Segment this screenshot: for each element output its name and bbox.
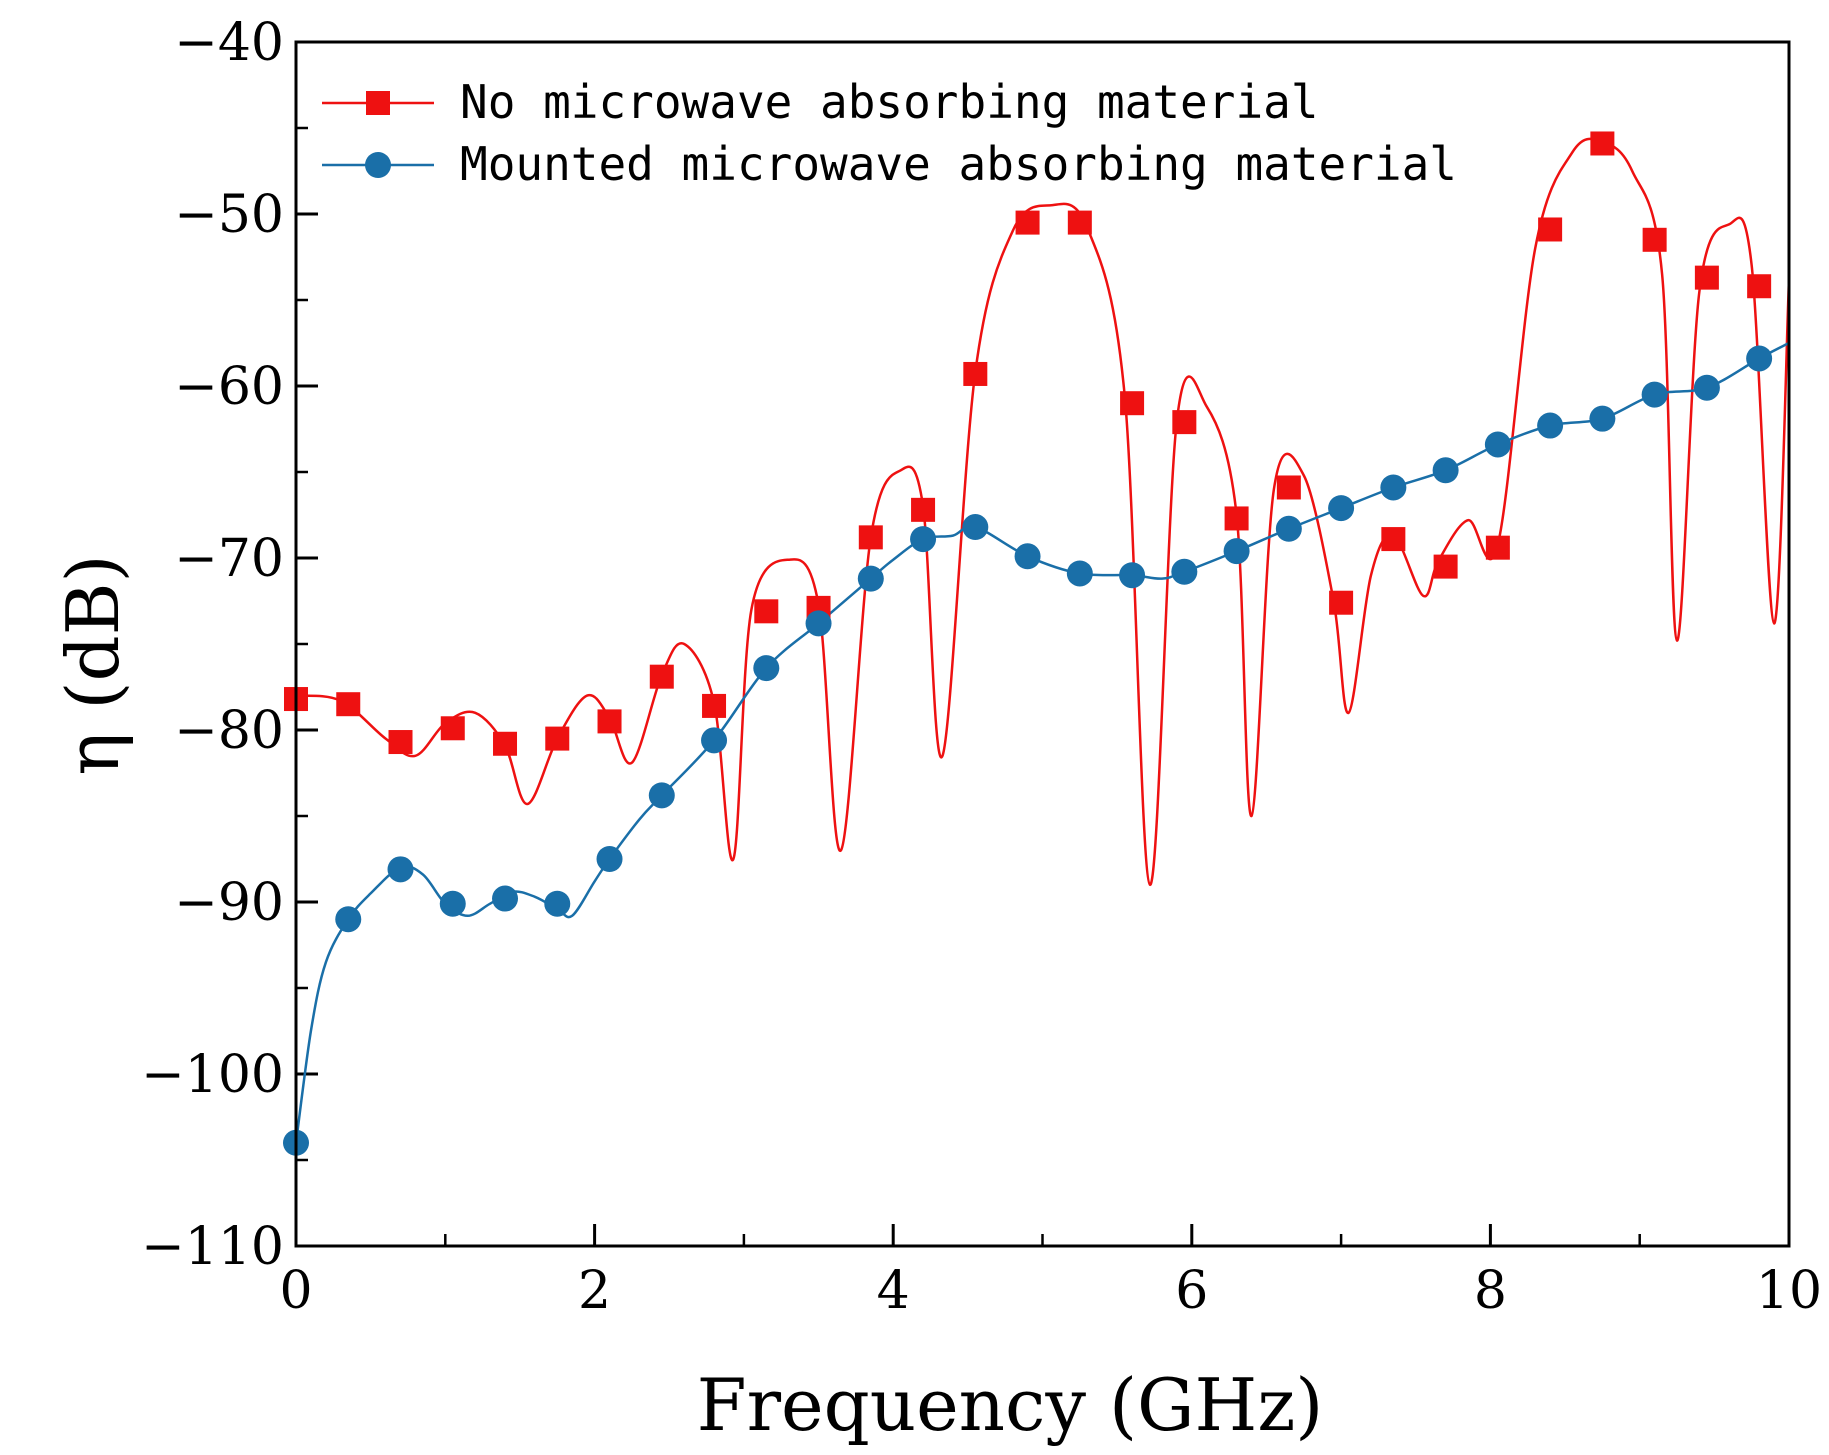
x-tick-label: 6 xyxy=(1175,1261,1208,1321)
data-point-no-absorber xyxy=(1590,131,1615,156)
data-point-mounted-absorber xyxy=(1328,495,1355,522)
data-point-mounted-absorber xyxy=(596,846,623,872)
legend-marker-blue xyxy=(365,152,391,178)
data-point-no-absorber xyxy=(1538,217,1563,242)
data-point-mounted-absorber xyxy=(1589,405,1616,432)
data-point-no-absorber xyxy=(1172,410,1197,435)
data-point-no-absorber xyxy=(702,693,727,718)
x-tick-label: 0 xyxy=(279,1261,312,1321)
plot-frame xyxy=(294,40,1791,1248)
data-point-mounted-absorber xyxy=(1223,538,1250,565)
x-tick-label: 8 xyxy=(1474,1261,1507,1321)
data-point-mounted-absorber xyxy=(753,655,780,682)
data-point-no-absorber xyxy=(1329,590,1354,615)
x-tick-label: 2 xyxy=(578,1261,611,1321)
data-point-mounted-absorber xyxy=(387,856,414,883)
data-point-no-absorber xyxy=(493,731,518,756)
series-layer xyxy=(296,137,1789,1143)
data-point-mounted-absorber xyxy=(1171,558,1198,585)
data-point-no-absorber xyxy=(597,709,622,734)
data-point-mounted-absorber xyxy=(1746,345,1773,372)
y-tick-label: −100 xyxy=(141,1045,284,1105)
marker-layer xyxy=(283,131,1773,1156)
data-point-mounted-absorber xyxy=(1119,562,1146,589)
data-point-mounted-absorber xyxy=(544,890,571,917)
y-tick-label: −90 xyxy=(174,873,284,933)
data-point-no-absorber xyxy=(911,497,936,522)
data-point-mounted-absorber xyxy=(1693,374,1720,401)
data-point-no-absorber xyxy=(336,692,361,717)
data-point-mounted-absorber xyxy=(1066,560,1093,587)
x-axis-title: Frequency (GHz) xyxy=(697,1363,1324,1447)
data-point-no-absorber xyxy=(440,716,465,741)
y-tick-label: −110 xyxy=(141,1217,284,1277)
data-point-no-absorber xyxy=(754,599,779,624)
data-point-no-absorber xyxy=(545,726,570,751)
data-point-mounted-absorber xyxy=(1432,457,1459,484)
y-tick-label: −80 xyxy=(174,701,284,761)
legend: No microwave absorbing material Mounted … xyxy=(322,75,1457,191)
data-point-no-absorber xyxy=(1485,535,1510,560)
data-point-mounted-absorber xyxy=(962,514,989,541)
minor-ticks xyxy=(296,126,1641,1246)
data-point-mounted-absorber xyxy=(492,885,519,912)
data-point-mounted-absorber xyxy=(701,727,728,754)
y-tick-label: −40 xyxy=(174,13,284,73)
data-point-mounted-absorber xyxy=(1014,543,1041,570)
x-tick-label: 4 xyxy=(877,1261,910,1321)
data-point-mounted-absorber xyxy=(1641,381,1668,408)
series-line-no-absorber xyxy=(296,137,1789,887)
data-point-no-absorber xyxy=(1694,265,1719,290)
data-point-no-absorber xyxy=(1747,274,1772,299)
data-point-no-absorber xyxy=(858,525,883,550)
data-point-no-absorber xyxy=(1015,210,1040,235)
data-point-mounted-absorber xyxy=(1380,474,1407,501)
x-tick-labels: 0 2 4 6 8 10 xyxy=(279,1261,1822,1321)
y-tick-label: −60 xyxy=(174,357,284,417)
data-point-no-absorber xyxy=(963,361,988,386)
legend-marker-red xyxy=(366,91,390,115)
data-point-no-absorber xyxy=(1276,475,1301,500)
data-point-no-absorber xyxy=(388,730,413,755)
x-tick-label: 10 xyxy=(1756,1261,1822,1321)
legend-label-blue: Mounted microwave absorbing material xyxy=(460,137,1457,191)
y-axis-title: η (dB) xyxy=(51,554,135,775)
data-point-no-absorber xyxy=(1224,506,1249,531)
y-tick-labels: −110 −100 −90 −80 −70 −60 −50 −40 xyxy=(141,13,284,1277)
data-point-no-absorber xyxy=(1433,554,1458,579)
data-point-mounted-absorber xyxy=(857,565,884,592)
data-point-no-absorber xyxy=(1120,391,1145,416)
legend-label-red: No microwave absorbing material xyxy=(460,75,1319,129)
major-ticks xyxy=(294,40,1791,1248)
data-point-mounted-absorber xyxy=(648,782,675,809)
data-point-mounted-absorber xyxy=(1484,431,1511,458)
data-point-no-absorber xyxy=(1642,227,1667,252)
data-point-mounted-absorber xyxy=(1275,515,1302,542)
data-point-mounted-absorber xyxy=(910,526,937,553)
data-point-no-absorber xyxy=(1381,527,1406,552)
series-line-mounted-absorber xyxy=(296,341,1789,1143)
data-point-no-absorber xyxy=(1067,210,1092,235)
data-point-mounted-absorber xyxy=(439,890,466,917)
data-point-no-absorber xyxy=(649,664,674,689)
data-point-mounted-absorber xyxy=(805,610,832,637)
y-tick-label: −70 xyxy=(174,529,284,589)
y-tick-label: −50 xyxy=(174,185,284,245)
data-point-mounted-absorber xyxy=(1537,412,1564,439)
data-point-mounted-absorber xyxy=(335,906,362,933)
